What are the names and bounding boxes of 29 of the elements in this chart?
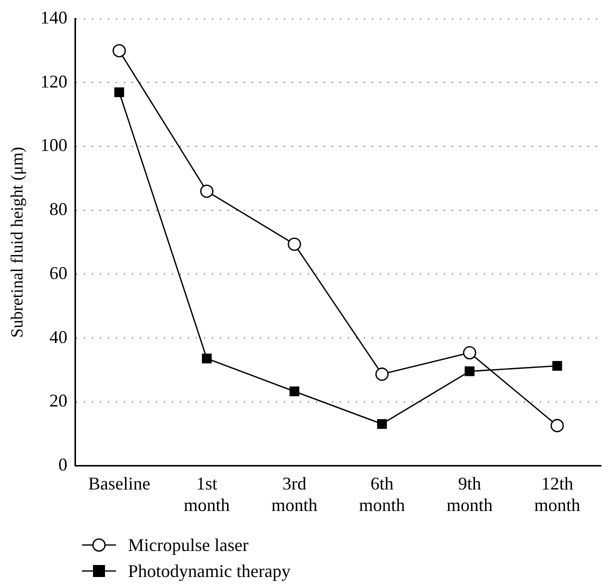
point bbox=[375, 368, 389, 381]
point bbox=[552, 360, 562, 371]
y-tick-label: 60 bbox=[49, 262, 68, 283]
x-tick-label: 12th month bbox=[534, 473, 580, 515]
point bbox=[200, 184, 214, 198]
point bbox=[288, 238, 302, 251]
legend-label: Micropulse laser bbox=[128, 534, 248, 556]
y-tick-label: 0 bbox=[58, 454, 68, 475]
point bbox=[550, 418, 564, 432]
point bbox=[462, 346, 476, 360]
point bbox=[290, 386, 300, 396]
x-tick-label: 6th month bbox=[358, 473, 406, 515]
x-tick-label: 1st month bbox=[184, 473, 230, 515]
y-tick-label: 80 bbox=[49, 199, 68, 220]
point bbox=[114, 87, 124, 98]
y-axis-title: Subretinal fluid height (μm) bbox=[8, 146, 27, 338]
point bbox=[464, 366, 474, 376]
legend-label: Photodynamic therapy bbox=[128, 560, 290, 582]
x-tick-label: 3rd month bbox=[271, 473, 318, 515]
y-tick-label: 140 bbox=[40, 8, 68, 28]
x-tick-label: 9th month bbox=[446, 473, 493, 515]
y-tick-label: 120 bbox=[40, 71, 68, 92]
x-tick-label: Baseline bbox=[88, 473, 150, 494]
point bbox=[377, 419, 387, 429]
point bbox=[202, 354, 212, 364]
y-tick-label: 20 bbox=[49, 390, 68, 411]
y-tick-label: 100 bbox=[40, 135, 68, 156]
y-tick-label: 40 bbox=[49, 326, 68, 347]
point bbox=[112, 44, 126, 58]
